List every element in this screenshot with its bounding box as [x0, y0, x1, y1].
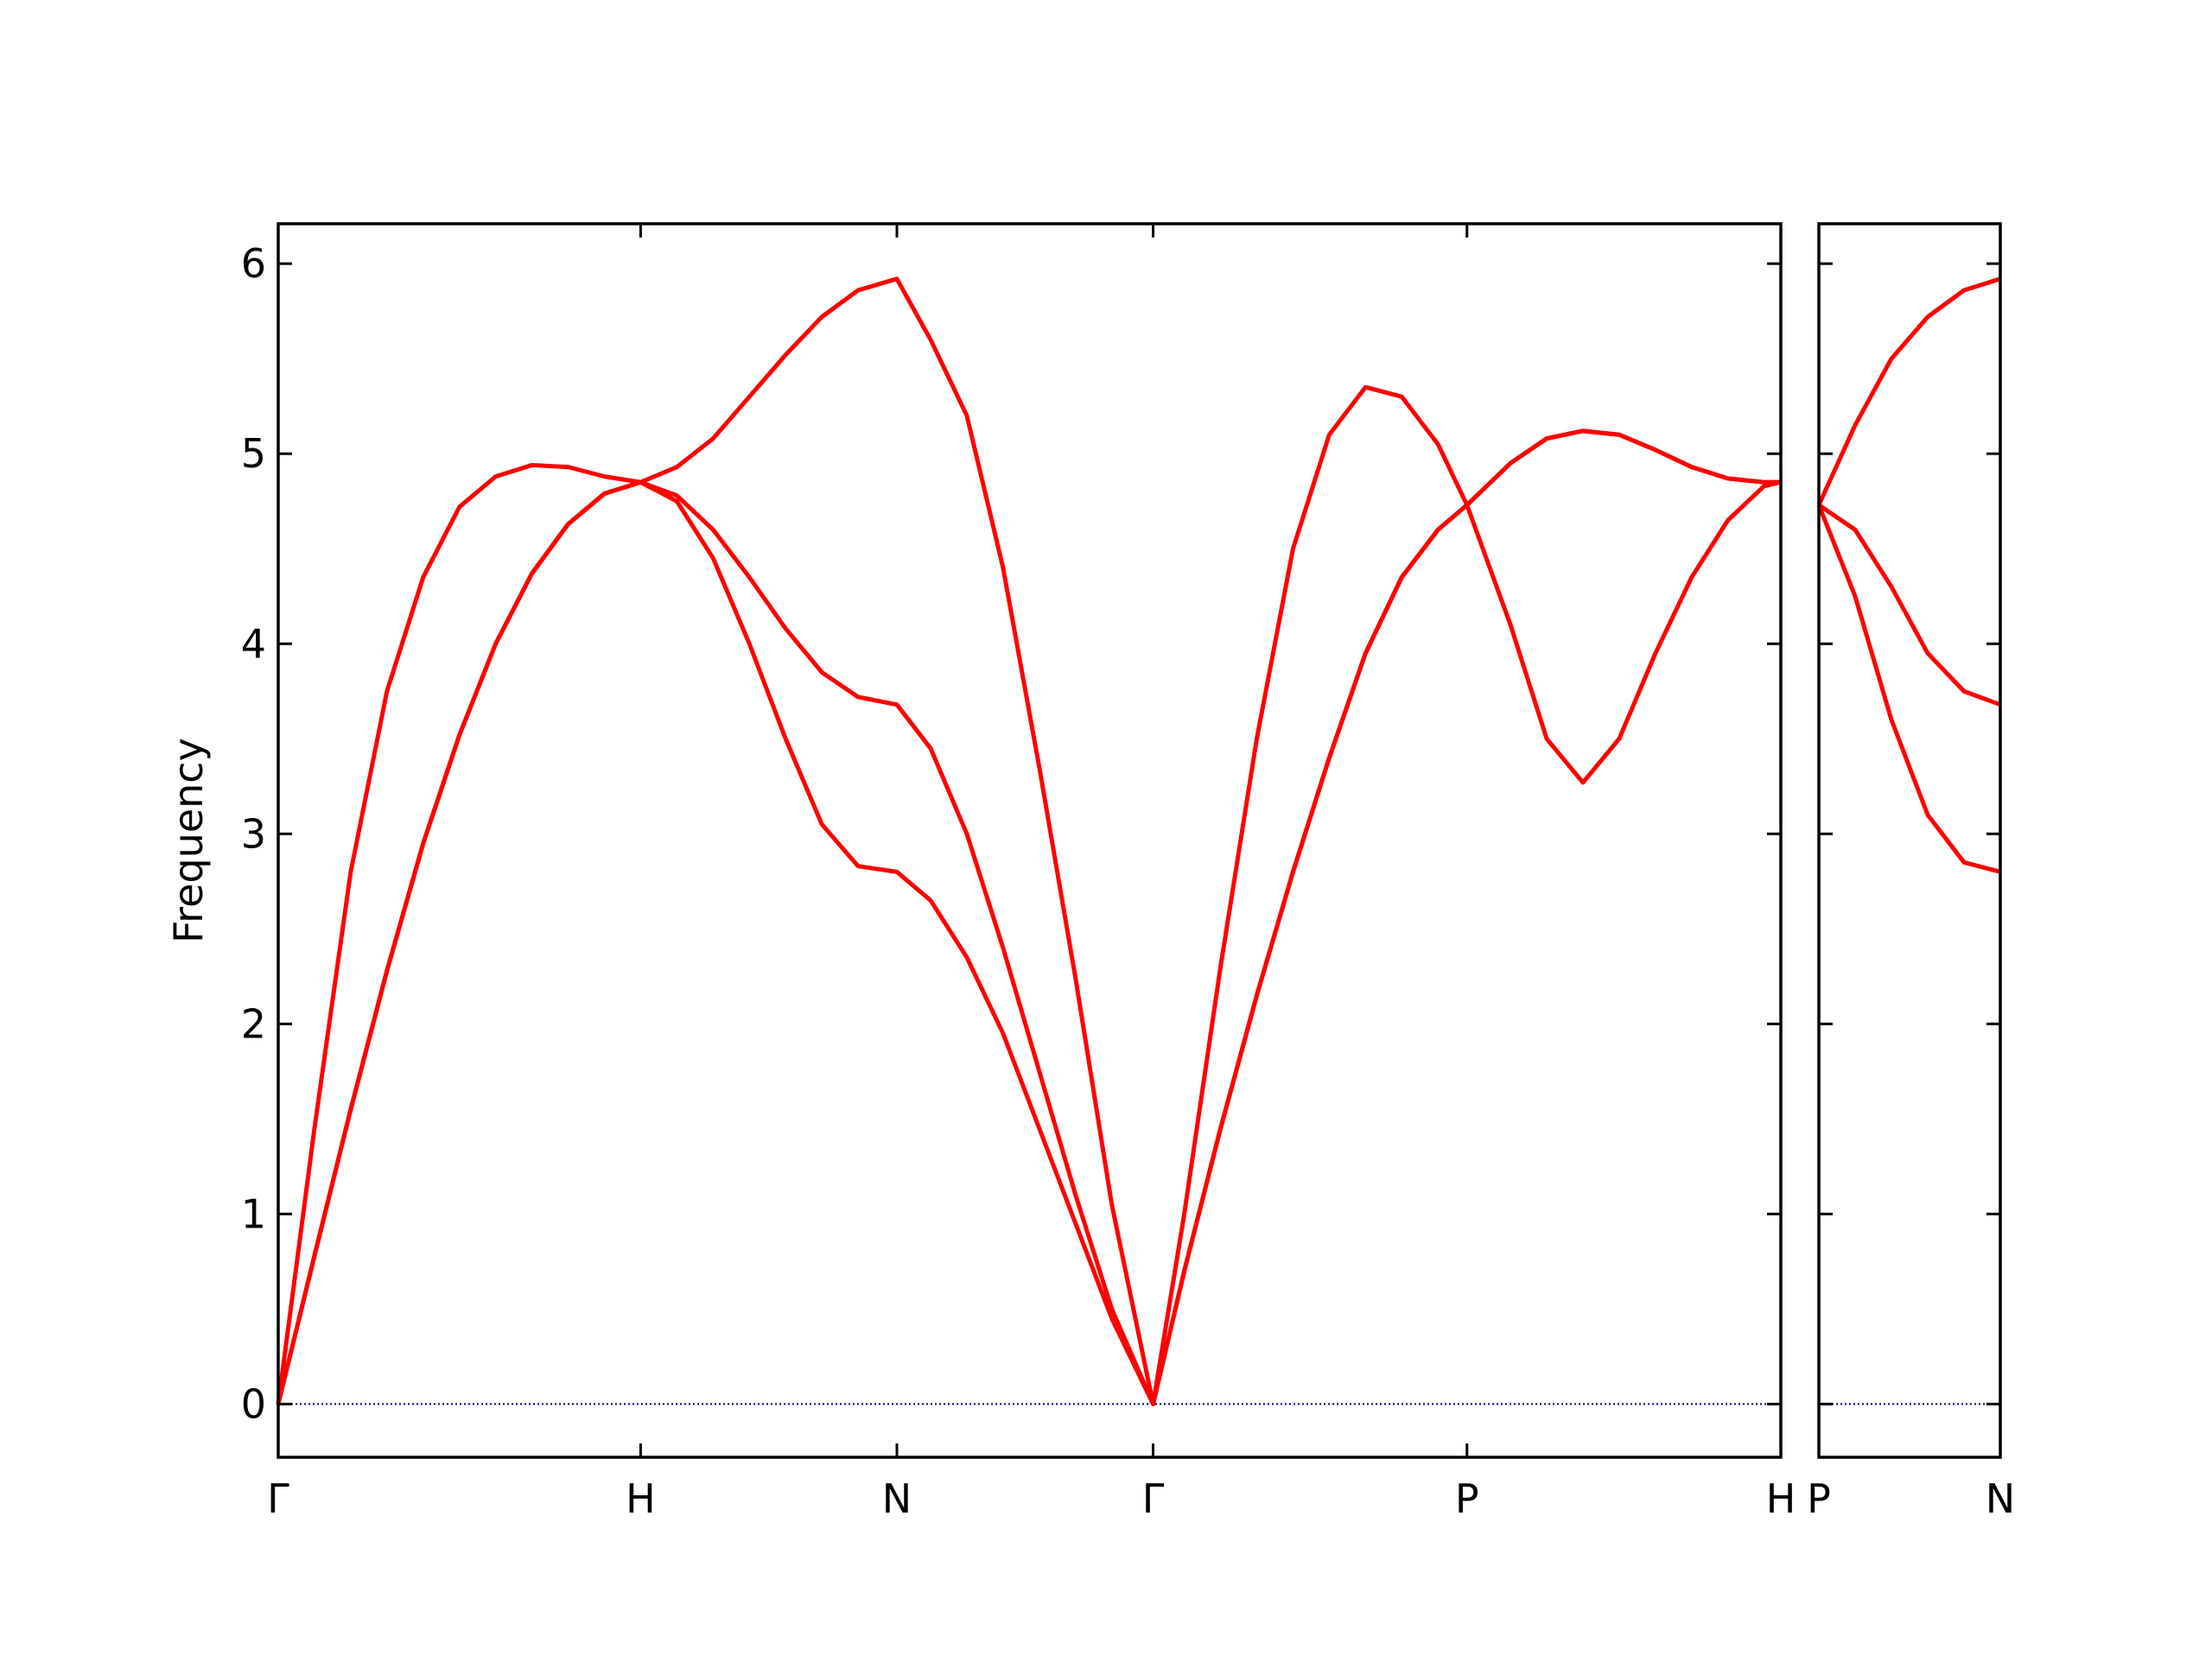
y-axis-label: Frequency: [165, 738, 212, 943]
y-tick-label: 5: [241, 430, 266, 477]
y-tick-label: 0: [241, 1380, 266, 1427]
band-line: [1817, 503, 2001, 707]
y-tick-label: 4: [241, 620, 266, 667]
x-tick-label: Γ: [267, 1475, 289, 1522]
band-line: [1816, 504, 2001, 874]
plot-frame: [276, 222, 1783, 1459]
x-tick-label: N: [1986, 1475, 2015, 1522]
x-tick-label: N: [882, 1475, 912, 1522]
x-tick-label: H: [626, 1475, 656, 1522]
x-tick-label: Γ: [1142, 1475, 1165, 1522]
y-tick-label: 6: [241, 240, 266, 287]
band-line: [276, 428, 1781, 1406]
y-tick-label: 2: [241, 1000, 266, 1047]
y-tick-label: 1: [241, 1190, 266, 1237]
y-tick-label: 3: [241, 810, 266, 857]
x-tick-label: P: [1807, 1475, 1831, 1522]
x-tick-label: P: [1455, 1475, 1479, 1522]
x-tick-label: H: [1766, 1475, 1796, 1522]
band-line: [276, 276, 1782, 1406]
plot-frame: [1817, 222, 2002, 1459]
band-line: [1816, 276, 2001, 506]
